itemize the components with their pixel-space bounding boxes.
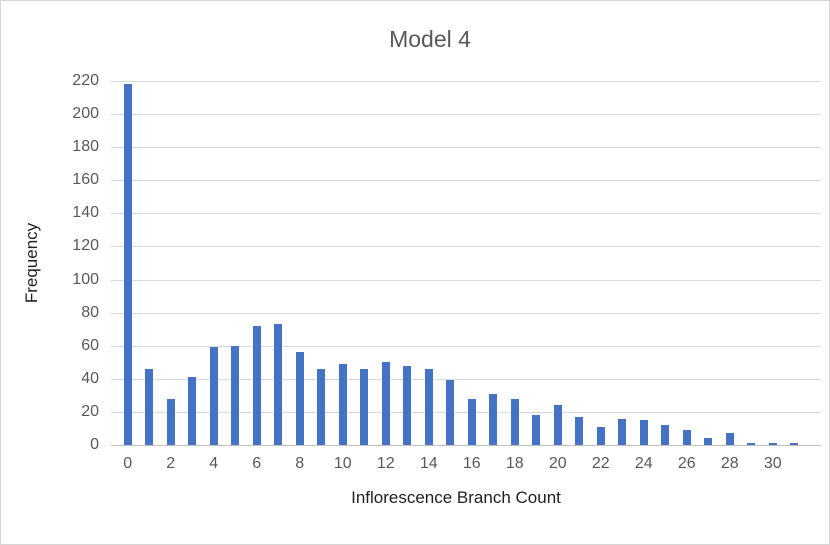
- x-tick-label: 14: [419, 455, 438, 472]
- x-tick-label: 4: [209, 455, 219, 472]
- y-tick-label: 80: [81, 303, 99, 321]
- bar: [295, 352, 304, 445]
- y-tick-label: 40: [81, 369, 99, 387]
- y-tick-label: 180: [72, 138, 99, 156]
- gridline: [111, 378, 821, 380]
- bar: [661, 425, 670, 445]
- y-tick-label: 0: [90, 436, 99, 453]
- bar: [768, 443, 777, 445]
- x-tick-label: 22: [591, 455, 610, 472]
- x-tick-label: 26: [677, 455, 696, 472]
- gridline: [111, 114, 821, 116]
- gridline: [111, 180, 821, 182]
- bar: [145, 368, 154, 445]
- gridline: [111, 147, 821, 149]
- bar: [188, 377, 197, 445]
- x-tick-label: 24: [634, 455, 653, 472]
- bar: [424, 368, 433, 445]
- bar: [639, 420, 648, 445]
- y-tick-label: 60: [81, 336, 99, 354]
- x-tick-label: 20: [548, 455, 567, 472]
- bar: [123, 84, 132, 445]
- bar: [403, 365, 412, 445]
- y-tick-label: 140: [72, 204, 99, 222]
- bar: [704, 438, 713, 445]
- y-tick-label: 160: [72, 171, 99, 189]
- bar: [381, 362, 390, 445]
- gridline: [111, 279, 821, 281]
- x-tick-label: 18: [505, 455, 524, 472]
- bar: [360, 368, 369, 445]
- plot-area: [111, 81, 821, 446]
- y-tick-label: 200: [72, 105, 99, 123]
- x-axis-title: Inflorescence Branch Count: [351, 488, 561, 507]
- gridline: [111, 411, 821, 413]
- bar: [317, 368, 326, 445]
- x-tick-label: 28: [720, 455, 739, 472]
- x-tick-label: 8: [295, 455, 305, 472]
- x-tick-label: 6: [252, 455, 262, 472]
- x-tick-label: 10: [333, 455, 352, 472]
- y-tick-label: 220: [72, 72, 99, 89]
- gridline: [111, 246, 821, 248]
- bar: [467, 398, 476, 445]
- bar: [274, 324, 283, 445]
- y-axis-title: Frequency: [22, 222, 41, 304]
- x-tick-label: 2: [166, 455, 176, 472]
- bar: [510, 398, 519, 445]
- x-tick-label: 30: [763, 455, 782, 472]
- bar: [446, 380, 455, 445]
- bar: [338, 363, 347, 445]
- x-tick-label: 16: [462, 455, 481, 472]
- bar: [532, 415, 541, 445]
- y-tick-label: 100: [72, 270, 99, 288]
- y-tick-label: 120: [72, 237, 99, 255]
- bar: [790, 443, 799, 445]
- bar: [553, 405, 562, 445]
- bar: [596, 426, 605, 445]
- bar: [252, 325, 261, 445]
- bar: [166, 398, 175, 445]
- y-tick-label: 20: [81, 402, 99, 420]
- gridline: [111, 312, 821, 314]
- gridline: [111, 213, 821, 215]
- chart-title: Model 4: [389, 26, 471, 52]
- bar: [725, 433, 734, 445]
- bar: [618, 418, 627, 445]
- bars-layer: [117, 81, 805, 445]
- bar: [747, 443, 756, 445]
- gridline: [111, 345, 821, 347]
- bar: [231, 345, 240, 445]
- x-tick-label: 12: [376, 455, 395, 472]
- x-tick-label: 0: [123, 455, 133, 472]
- bar: [575, 416, 584, 445]
- bar: [209, 347, 218, 445]
- bar: [682, 430, 691, 445]
- bar: [489, 393, 498, 445]
- gridline: [111, 81, 821, 82]
